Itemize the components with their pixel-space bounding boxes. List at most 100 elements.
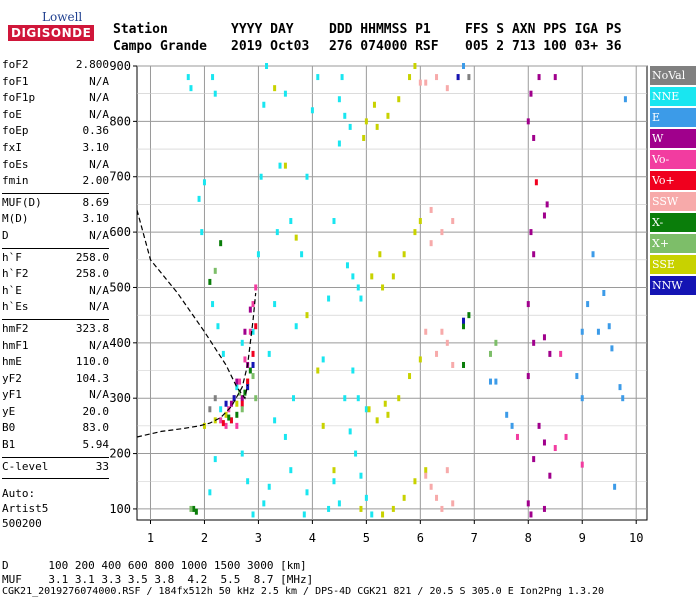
data-point-sse — [364, 118, 368, 125]
data-point-vo- — [580, 461, 584, 468]
data-point-nne — [345, 262, 349, 269]
data-point-vo- — [219, 417, 223, 424]
param-row: h`F 258.0 — [2, 251, 109, 268]
data-point-ssw — [451, 218, 455, 225]
param-row: hmF2 323.8 — [2, 322, 109, 339]
param-row: h`F2 258.0 — [2, 267, 109, 284]
data-point-nne — [354, 450, 358, 457]
data-point-nne — [251, 328, 255, 335]
data-point-nne — [356, 284, 360, 291]
param-key: fmin — [2, 174, 29, 188]
data-point-e — [591, 251, 595, 258]
muf-row: MUF 3.1 3.1 3.3 3.5 3.8 4.2 5.5 8.7 [MHz… — [2, 573, 314, 586]
data-point-w — [526, 500, 530, 507]
data-point-w — [532, 339, 536, 346]
x-tick-label: 4 — [309, 531, 316, 545]
param-key: foEp — [2, 124, 29, 138]
data-point-ssw — [424, 472, 428, 479]
data-point-w — [548, 350, 552, 357]
data-point-x- — [238, 389, 242, 396]
data-point-nne — [283, 90, 287, 97]
data-point-sse — [383, 400, 387, 407]
data-point-nnw — [232, 395, 236, 402]
param-value: N/A — [89, 74, 109, 88]
data-point-sse — [273, 85, 277, 92]
data-point-ssw — [418, 79, 422, 86]
legend-item-ssw: SSW — [650, 192, 696, 211]
data-point-nne — [348, 428, 352, 435]
data-point-sse — [305, 312, 309, 319]
data-point-sse — [283, 162, 287, 169]
footer-info: CGK21_2019276074000.RSF / 184fx512h 50 k… — [2, 586, 605, 597]
data-point-sse — [397, 395, 401, 402]
data-point-nne — [221, 350, 225, 357]
data-point-ssw — [435, 494, 439, 501]
data-point-nne — [327, 295, 331, 302]
data-point-sse — [224, 411, 228, 418]
data-point-nne — [197, 195, 201, 202]
data-point-x- — [235, 411, 239, 418]
data-point-nne — [240, 339, 244, 346]
param-row: hmE 110.0 — [2, 355, 109, 372]
param-key: yF2 — [2, 371, 22, 385]
data-point-w — [529, 90, 533, 97]
data-point-ssw — [429, 206, 433, 213]
data-point-nne — [189, 85, 193, 92]
data-point-sse — [321, 422, 325, 429]
data-point-sse — [386, 411, 390, 418]
param-key: foE — [2, 107, 22, 121]
param-value: 2.800 — [75, 58, 109, 71]
param-key: h`Es — [2, 300, 29, 314]
param-row: fxI 3.10 — [2, 141, 109, 158]
x-tick-label: 8 — [525, 531, 532, 545]
header-time-label: DDD HHMMSS P1 — [329, 22, 431, 37]
param-value: 258.0 — [75, 267, 109, 281]
data-point-w — [532, 134, 536, 141]
param-row: yF1 N/A — [2, 388, 109, 405]
data-point-nne — [300, 251, 304, 258]
header-date: YYYY DAY 2019 Oct03 — [231, 21, 309, 55]
auto-line-1: Auto: — [2, 487, 36, 500]
legend-item-x-: X+ — [650, 234, 696, 253]
data-point-nne — [337, 96, 341, 103]
data-point-sse — [367, 406, 371, 413]
x-tick-label: 1 — [147, 531, 154, 545]
data-point-nnw — [224, 400, 228, 407]
param-row: C-level 33 — [2, 460, 109, 477]
param-key: hmE — [2, 355, 22, 369]
data-point-w — [529, 229, 533, 236]
param-value: 0.36 — [82, 124, 110, 138]
data-point-nne — [332, 218, 336, 225]
logo-line2: DIGISONDE — [8, 25, 95, 41]
param-key: foEs — [2, 157, 29, 171]
param-key: h`F — [2, 250, 22, 264]
data-point-ssw — [429, 483, 433, 490]
data-point-e — [607, 323, 611, 330]
data-point-sse — [381, 284, 385, 291]
data-point-w — [537, 422, 541, 429]
legend-item-nne: NNE — [650, 87, 696, 106]
param-value: 83.0 — [82, 421, 110, 435]
data-point-sse — [391, 273, 395, 280]
header-date-value: 2019 Oct03 — [231, 39, 310, 54]
data-point-nne — [305, 489, 309, 496]
data-point-nne — [213, 456, 217, 463]
data-point-sse — [413, 63, 417, 69]
data-point-w — [229, 400, 233, 407]
data-point-nne — [219, 406, 223, 413]
y-tick-label: 500 — [109, 280, 131, 294]
data-point-e — [586, 301, 590, 308]
data-point-x- — [192, 505, 196, 512]
param-value: 8.69 — [82, 195, 110, 209]
data-point-sse — [316, 367, 320, 374]
param-row: B1 5.94 — [2, 438, 109, 455]
param-value: 258.0 — [75, 250, 109, 264]
x-tick-label: 2 — [201, 531, 208, 545]
param-value: N/A — [89, 338, 109, 352]
data-point-ssw — [445, 85, 449, 92]
x-tick-label: 3 — [255, 531, 262, 545]
data-point-vo- — [251, 301, 255, 308]
data-point-w — [248, 306, 252, 313]
param-value: 104.3 — [75, 371, 109, 385]
data-point-noval — [208, 406, 212, 413]
